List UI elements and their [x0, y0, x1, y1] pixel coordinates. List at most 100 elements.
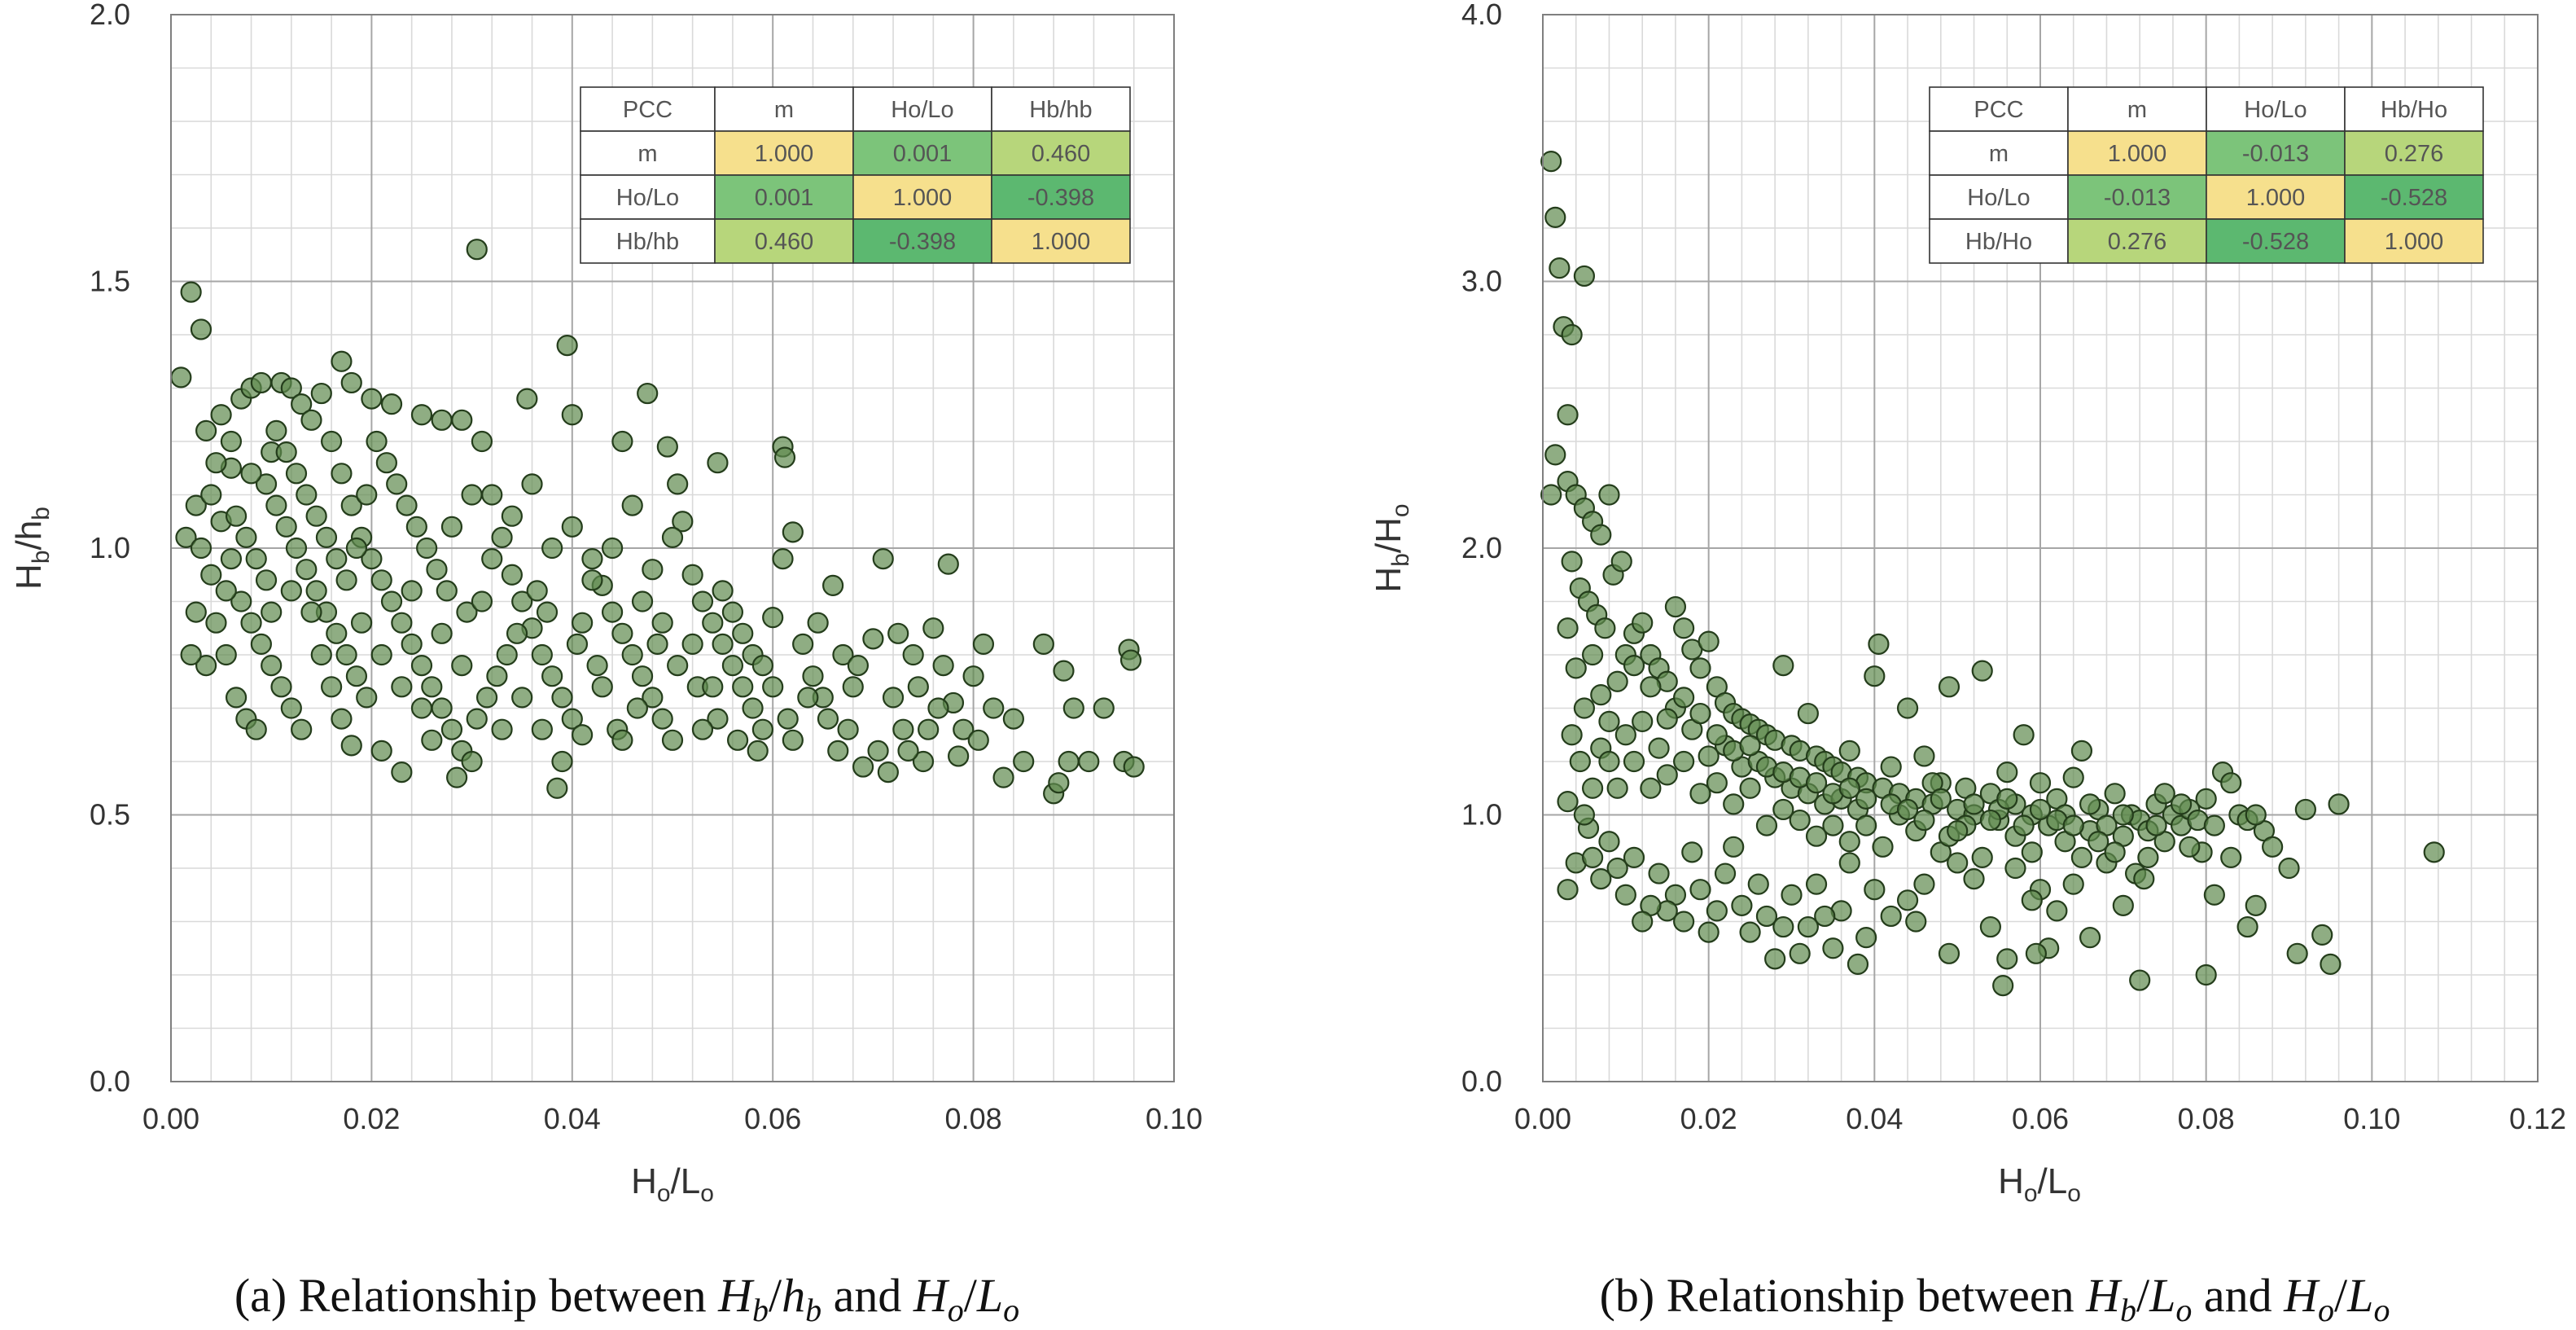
data-point	[561, 516, 583, 538]
data-point	[611, 430, 633, 453]
data-point	[1689, 657, 1711, 679]
data-point	[872, 547, 894, 570]
data-point	[1078, 750, 1100, 773]
pcc-cell-text: -0.398	[889, 229, 956, 255]
data-point	[356, 484, 378, 506]
data-point	[802, 665, 824, 687]
data-point	[195, 654, 217, 677]
pcc-cell	[580, 218, 716, 264]
data-point	[661, 729, 684, 751]
data-point	[1706, 900, 1728, 922]
data-point	[1698, 745, 1720, 767]
data-point	[556, 335, 578, 357]
data-point	[220, 547, 243, 570]
pcc-header-text: Ho/Lo	[2244, 97, 2307, 123]
data-point	[2013, 724, 2035, 746]
x-tick-label: 0.10	[2343, 1102, 2400, 1135]
data-point	[1979, 809, 2001, 832]
data-point	[2311, 924, 2333, 946]
data-point	[431, 409, 453, 431]
data-point	[340, 494, 362, 516]
data-point	[1689, 879, 1711, 901]
data-point	[255, 473, 278, 495]
data-point	[707, 452, 729, 474]
pcc-cell-text: 1.000	[2108, 141, 2167, 167]
data-point	[1565, 657, 1587, 679]
data-point	[511, 687, 533, 709]
data-point	[1569, 750, 1591, 773]
data-point	[265, 419, 287, 442]
data-point	[772, 547, 794, 570]
data-point	[937, 553, 959, 575]
data-point	[356, 687, 378, 709]
data-point	[847, 654, 870, 677]
data-point	[1979, 915, 2001, 938]
data-point	[601, 537, 624, 560]
pcc-cell-text: 1.000	[2385, 229, 2444, 255]
y-tick-label: 2.0	[1461, 531, 1502, 564]
data-point	[361, 388, 383, 410]
data-point	[1053, 660, 1075, 682]
data-point	[953, 718, 975, 740]
data-point	[1561, 724, 1583, 746]
data-point	[285, 463, 308, 485]
data-point	[1723, 836, 1745, 858]
data-point	[1681, 841, 1703, 863]
data-point	[240, 463, 262, 485]
data-point	[792, 633, 814, 656]
data-point	[2013, 814, 2035, 836]
data-point	[426, 559, 448, 581]
data-point	[361, 547, 383, 570]
data-point	[2021, 889, 2043, 911]
data-point	[2203, 884, 2225, 906]
data-point	[526, 580, 548, 602]
data-point	[572, 612, 594, 634]
data-point	[842, 676, 864, 698]
pcc-cell-text: -0.528	[2242, 229, 2309, 255]
pcc-cell-text: 0.001	[755, 185, 814, 211]
data-point	[1623, 846, 1645, 869]
pcc-header-cell	[2206, 86, 2346, 132]
data-point	[466, 708, 488, 730]
data-point	[918, 718, 940, 740]
data-point	[431, 697, 453, 719]
data-point	[1557, 617, 1579, 639]
x-tick-label: 0.08	[2178, 1102, 2235, 1135]
pcc-cell-text: -0.013	[2104, 185, 2171, 211]
data-point	[2062, 766, 2084, 788]
x-tick-label: 0.08	[945, 1102, 1002, 1135]
data-point	[275, 441, 297, 463]
data-point	[2137, 846, 2159, 869]
data-point	[350, 612, 373, 634]
data-point	[1992, 974, 2014, 997]
y-tick-label: 1.0	[90, 531, 130, 564]
data-point	[651, 612, 673, 634]
pcc-cell-text: Hb/Ho	[1965, 229, 2032, 255]
data-point	[391, 676, 413, 698]
data-point	[1971, 660, 1993, 682]
data-point	[642, 559, 664, 581]
data-point	[261, 601, 283, 623]
y-tick-labels-a: 0.0 0.5 1.0 1.5 2.0	[90, 0, 130, 1098]
data-point	[2112, 804, 2134, 826]
data-point	[1062, 697, 1084, 719]
data-point	[531, 718, 553, 740]
data-point	[1864, 665, 1886, 687]
data-point	[681, 564, 703, 586]
data-point	[471, 430, 493, 453]
data-point	[461, 484, 483, 506]
data-point	[1013, 750, 1035, 773]
data-point	[1747, 873, 1769, 895]
data-point	[440, 516, 463, 538]
data-point	[1058, 750, 1080, 773]
data-point	[1561, 323, 1583, 346]
data-point	[195, 419, 217, 442]
pcc-header-text: m	[2127, 97, 2147, 123]
data-point	[631, 665, 654, 687]
pcc-cell-text: 1.000	[893, 185, 953, 211]
data-point	[611, 622, 633, 644]
data-point	[235, 526, 257, 549]
data-point	[200, 564, 222, 586]
pcc-cell-text: Hb/hb	[616, 229, 679, 255]
